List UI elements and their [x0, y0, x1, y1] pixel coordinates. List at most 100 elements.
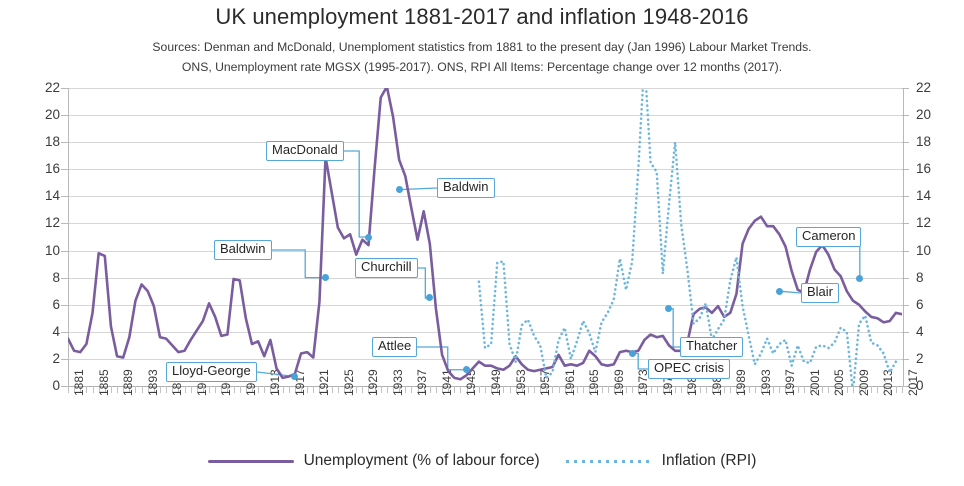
- y-tick-mark: [902, 277, 909, 279]
- x-tick-mark: [282, 386, 284, 393]
- annotation-label-attlee[interactable]: Attlee: [372, 337, 418, 357]
- x-tick-label-2005: 2005: [832, 369, 847, 396]
- x-tick-mark: [129, 386, 131, 393]
- y-tick-left-16: 16: [44, 161, 60, 177]
- x-tick-mark: [215, 386, 217, 393]
- x-tick-mark: [270, 386, 272, 393]
- x-tick-mark: [159, 386, 161, 393]
- y-tick-mark: [902, 331, 909, 333]
- y-tick-right-18: 18: [916, 134, 932, 150]
- annotation-label-churchill[interactable]: Churchill: [355, 258, 418, 278]
- x-tick-mark: [816, 386, 818, 393]
- x-tick-mark: [337, 386, 339, 393]
- annotation-marker-churchill: [426, 294, 434, 302]
- y-tick-right-6: 6: [916, 296, 924, 312]
- x-tick-mark: [626, 386, 628, 393]
- x-tick-mark: [601, 386, 603, 393]
- x-tick-mark: [760, 386, 762, 393]
- x-tick-mark: [902, 386, 903, 393]
- y-tick-mark: [61, 386, 68, 387]
- x-tick-mark: [736, 386, 738, 393]
- x-tick-mark: [86, 386, 88, 393]
- annotation-label-opec-crisis[interactable]: OPEC crisis: [648, 359, 731, 379]
- x-tick-label-2013: 2013: [881, 369, 896, 396]
- x-tick-mark: [773, 386, 775, 393]
- x-tick-mark: [423, 386, 425, 393]
- x-tick-mark: [718, 386, 720, 393]
- legend-item-unemployment[interactable]: Unemployment (% of labour force): [207, 452, 540, 470]
- annotation-label-thatcher[interactable]: Thatcher: [680, 337, 744, 357]
- y-tick-right-14: 14: [916, 188, 932, 204]
- x-tick-mark: [294, 386, 296, 393]
- x-tick-mark: [889, 386, 891, 393]
- y-tick-left-20: 20: [44, 107, 60, 123]
- x-tick-mark: [343, 386, 345, 393]
- plot-area: [68, 88, 904, 387]
- x-tick-mark: [92, 386, 94, 393]
- annotation-label-baldwin[interactable]: Baldwin: [437, 178, 495, 198]
- x-tick-mark: [153, 386, 155, 393]
- x-tick-mark: [644, 386, 646, 393]
- x-tick-mark: [491, 386, 493, 393]
- x-tick-label-1949: 1949: [489, 369, 503, 396]
- x-tick-mark: [190, 386, 192, 393]
- y-tick-mark: [61, 115, 68, 117]
- y-tick-mark: [902, 304, 909, 306]
- x-tick-mark: [301, 386, 303, 393]
- x-tick-mark: [350, 386, 352, 393]
- legend-swatch-dotted-icon: [565, 459, 652, 463]
- x-tick-mark: [540, 386, 542, 393]
- legend-item-inflation[interactable]: Inflation (RPI): [565, 452, 756, 470]
- x-tick-mark: [748, 386, 750, 393]
- x-tick-mark: [276, 386, 278, 393]
- annotation-marker-baldwin: [322, 274, 330, 282]
- x-tick-mark: [178, 386, 180, 393]
- y-tick-mark: [61, 331, 68, 333]
- annotation-label-cameron[interactable]: Cameron: [796, 227, 862, 247]
- x-tick-mark: [98, 386, 100, 393]
- x-tick-mark: [386, 386, 388, 393]
- x-tick-mark: [730, 386, 732, 393]
- x-tick-mark: [319, 386, 321, 393]
- x-tick-mark: [521, 386, 523, 393]
- x-tick-mark: [687, 386, 689, 393]
- x-tick-mark: [705, 386, 707, 393]
- x-tick-label-1965: 1965: [587, 369, 602, 396]
- x-tick-mark: [166, 386, 168, 393]
- x-tick-mark: [429, 386, 431, 393]
- x-tick-mark: [460, 386, 462, 393]
- x-tick-mark: [607, 386, 609, 393]
- x-tick-label-2009: 2009: [856, 369, 871, 396]
- x-tick-mark: [147, 386, 149, 393]
- y-tick-mark: [902, 142, 909, 144]
- x-tick-mark: [196, 386, 198, 393]
- x-tick-mark: [356, 386, 358, 393]
- y-tick-right-2: 2: [916, 350, 924, 366]
- x-tick-mark: [117, 386, 119, 393]
- x-tick-mark: [399, 386, 401, 393]
- gridline-8: [69, 277, 903, 279]
- y-tick-right-20: 20: [916, 107, 932, 123]
- y-tick-right-22: 22: [916, 80, 932, 95]
- x-tick-mark: [110, 386, 112, 393]
- y-tick-left-8: 8: [52, 269, 60, 285]
- annotation-label-baldwin[interactable]: Baldwin: [214, 240, 272, 260]
- x-tick-mark: [221, 386, 223, 393]
- annotation-label-macdonald[interactable]: MacDonald: [266, 141, 344, 161]
- x-tick-mark: [245, 386, 247, 393]
- x-tick-mark: [141, 386, 143, 393]
- x-tick-label-1937: 1937: [415, 369, 430, 396]
- annotation-label-lloyd-george[interactable]: Lloyd-George: [166, 362, 257, 382]
- x-tick-mark: [877, 386, 879, 393]
- x-tick-mark: [472, 386, 474, 393]
- annotation-label-blair[interactable]: Blair: [801, 283, 840, 303]
- gridline-18: [69, 142, 903, 144]
- annotation-marker-lloyd-george: [291, 373, 299, 381]
- x-tick-label-2017: 2017: [906, 369, 920, 396]
- x-tick-mark: [515, 386, 517, 393]
- x-tick-mark: [895, 386, 897, 393]
- x-tick-label-1921: 1921: [317, 369, 332, 396]
- x-tick-label-1957: 1957: [538, 369, 553, 396]
- x-tick-mark: [135, 386, 137, 393]
- y-tick-mark: [902, 250, 909, 252]
